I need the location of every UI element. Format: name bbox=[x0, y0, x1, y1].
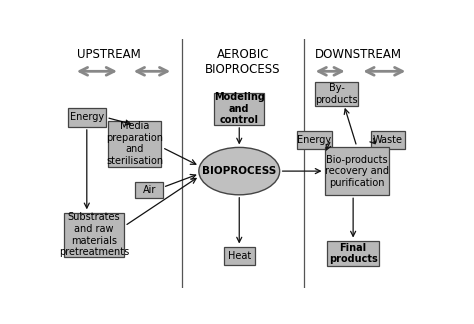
Text: Waste: Waste bbox=[373, 135, 403, 145]
Text: BIOPROCESS: BIOPROCESS bbox=[202, 166, 276, 176]
FancyBboxPatch shape bbox=[328, 241, 379, 266]
Text: Energy: Energy bbox=[298, 135, 332, 145]
Text: Media
preparation
and
sterilisation: Media preparation and sterilisation bbox=[106, 121, 163, 166]
FancyBboxPatch shape bbox=[136, 182, 163, 198]
FancyBboxPatch shape bbox=[108, 121, 161, 167]
Text: Heat: Heat bbox=[228, 251, 251, 261]
FancyBboxPatch shape bbox=[214, 93, 264, 125]
FancyBboxPatch shape bbox=[325, 147, 389, 195]
FancyBboxPatch shape bbox=[372, 131, 405, 149]
Text: By-
products: By- products bbox=[315, 83, 358, 105]
Text: Energy: Energy bbox=[70, 112, 104, 122]
FancyBboxPatch shape bbox=[224, 247, 255, 265]
Text: Bio-products
recovery and
purification: Bio-products recovery and purification bbox=[325, 155, 389, 188]
Text: Substrates
and raw
materials
pretreatments: Substrates and raw materials pretreatmen… bbox=[59, 212, 129, 257]
Text: Final
products: Final products bbox=[329, 243, 377, 264]
Text: UPSTREAM: UPSTREAM bbox=[77, 48, 141, 61]
Text: Modeling
and
control: Modeling and control bbox=[214, 92, 264, 125]
Ellipse shape bbox=[199, 147, 280, 195]
FancyBboxPatch shape bbox=[297, 131, 332, 149]
FancyBboxPatch shape bbox=[64, 213, 125, 257]
Text: DOWNSTREAM: DOWNSTREAM bbox=[315, 48, 402, 61]
FancyBboxPatch shape bbox=[67, 108, 106, 127]
Text: Air: Air bbox=[143, 185, 156, 195]
FancyBboxPatch shape bbox=[316, 82, 358, 106]
Text: AEROBIC
BIOPROCESS: AEROBIC BIOPROCESS bbox=[205, 48, 281, 75]
